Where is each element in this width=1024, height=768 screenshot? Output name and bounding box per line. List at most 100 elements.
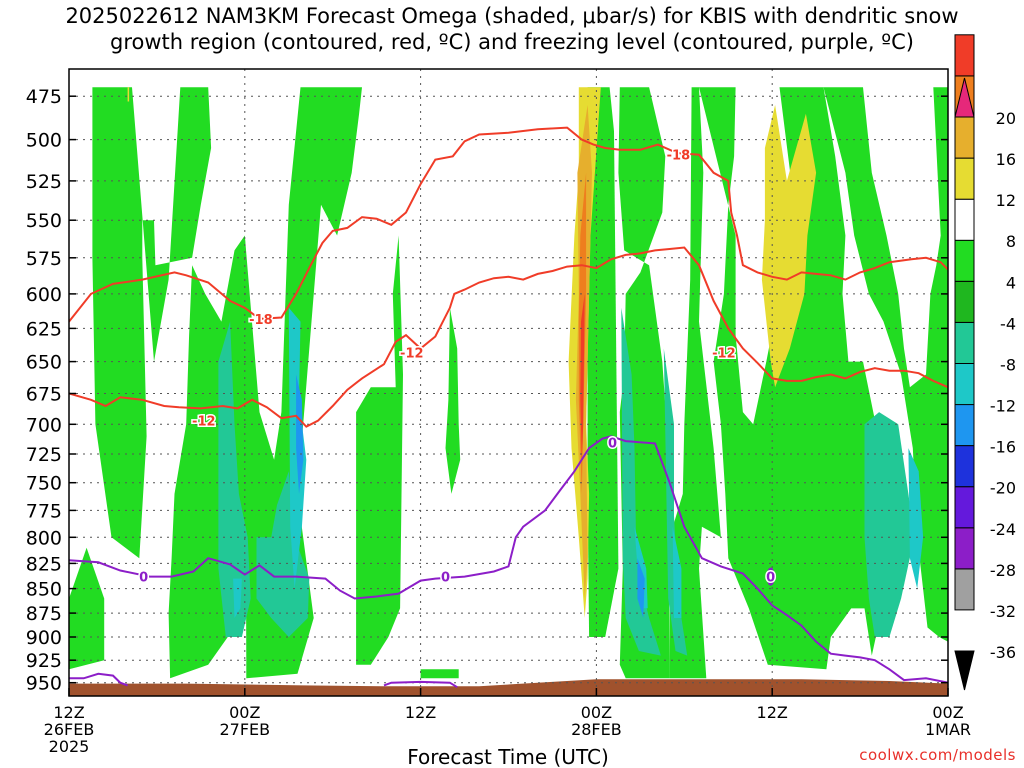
y-tick-label-825: 825 (26, 553, 62, 575)
omega-region-teal-4 (864, 412, 915, 637)
colorbar-label-3: -24 (990, 520, 1016, 539)
chart-title-line2: growth region (contoured, red, ºC) and f… (110, 30, 914, 54)
omega-region-cyan-1 (233, 578, 242, 618)
colorbar-label-1: -32 (990, 602, 1016, 621)
dgz-contour-label-4: -12 (712, 346, 736, 361)
y-tick-label-475: 475 (26, 86, 62, 108)
x-axis-label: Forecast Time (UTC) (407, 745, 609, 768)
omega-region-green-4 (356, 235, 403, 665)
freezing-level-contour-2 (383, 680, 458, 689)
colorbar-swatch-5 (954, 404, 975, 447)
omega-region-teal-0 (218, 321, 251, 637)
colorbar-swatch-8 (954, 280, 975, 323)
dgz-contour-label-2: -12 (400, 346, 424, 361)
y-tick-label-925: 925 (26, 650, 62, 672)
plot-frame (68, 68, 949, 697)
credit-text: coolwx.com/models (859, 746, 1016, 764)
y-tick-label-950: 950 (26, 673, 62, 695)
freezing-level-contour-1 (69, 672, 128, 687)
y-tick-label-775: 775 (26, 500, 62, 522)
y-tick-label-725: 725 (26, 444, 62, 466)
y-tick-label-675: 675 (26, 384, 62, 406)
colorbar-label-0: -36 (990, 643, 1016, 662)
colorbar-swatch-14 (954, 34, 975, 77)
colorbar-swatch-1 (954, 568, 975, 611)
colorbar-label-5: -16 (990, 438, 1016, 457)
omega-region-green-10 (699, 87, 893, 670)
omega-region-cyan-3 (672, 526, 682, 618)
freezing-level-label-2: 0 (608, 436, 617, 451)
dgz-contour-label-1: -12 (192, 415, 216, 430)
colorbar-swatch-4 (954, 445, 975, 488)
omega-region-green-0 (69, 547, 105, 670)
y-tick-label-800: 800 (26, 527, 62, 549)
omega-region-green-12 (819, 526, 878, 628)
chart-title-line1: 2025022612 NAM3KM Forecast Omega (shaded… (65, 4, 959, 28)
freezing-level-label-0: 0 (139, 571, 148, 586)
colorbar-swatch-11 (954, 157, 975, 200)
omega-region-green-1 (92, 87, 212, 559)
omega-region-green-7 (587, 87, 619, 637)
freezing-level-label-3: 0 (766, 571, 775, 586)
colorbar-arrow-low (954, 650, 975, 691)
x-tick-label-0-1: 26FEB (44, 720, 95, 739)
colorbar-label-12: 16 (996, 150, 1016, 169)
omega-region-yellow-1 (761, 105, 817, 388)
omega-region-teal-2 (621, 307, 661, 656)
x-tick-label-60-0: 00Z (932, 703, 963, 722)
dgz-contour-0 (69, 126, 948, 323)
colorbar-label-7: -8 (1000, 356, 1016, 375)
colorbar-label-2: -28 (990, 561, 1016, 580)
dgz-contour-label-3: -18 (667, 149, 691, 164)
x-tick-label-24-0: 12Z (405, 703, 436, 722)
x-tick-label-36-1: 28FEB (571, 720, 622, 739)
y-tick-label-575: 575 (26, 248, 62, 270)
x-tick-label-0-2: 2025 (49, 737, 90, 756)
colorbar-swatch-2 (954, 527, 975, 570)
colorbar-swatch-9 (954, 239, 975, 282)
x-tick-label-60-1: 1MAR (925, 720, 971, 739)
freezing-level-label-1: 0 (441, 571, 450, 586)
colorbar-label-11: 12 (996, 191, 1016, 210)
y-tick-label-650: 650 (26, 352, 62, 374)
colorbar-swatch-10 (954, 198, 975, 241)
y-tick-label-600: 600 (26, 284, 62, 306)
y-tick-label-625: 625 (26, 318, 62, 340)
dgz-contour-1 (69, 246, 948, 428)
colorbar-swatch-3 (954, 486, 975, 529)
colorbar-label-4: -20 (990, 479, 1016, 498)
omega-region-blue-1 (637, 558, 645, 618)
colorbar-label-6: -12 (990, 397, 1016, 416)
x-tick-label-12-1: 27FEB (219, 720, 270, 739)
y-tick-label-850: 850 (26, 579, 62, 601)
y-tick-label-500: 500 (26, 130, 62, 152)
omega-region-cyan-2 (634, 526, 648, 609)
dgz-contour-label-0: -18 (249, 313, 273, 328)
colorbar-swatch-12 (954, 116, 975, 159)
colorbar-label-9: 4 (1006, 273, 1016, 292)
omega-region-cyan-4 (908, 448, 924, 589)
omega-region-green-9 (649, 87, 721, 679)
colorbar-arrow-high (954, 77, 975, 118)
colorbar-swatch-6 (954, 363, 975, 406)
terrain-ground (69, 679, 948, 696)
colorbar-label-10: 8 (1006, 232, 1016, 251)
x-tick-label-36-0: 00Z (581, 703, 612, 722)
y-tick-label-525: 525 (26, 171, 62, 193)
colorbar-swatch-7 (954, 321, 975, 364)
freezing-level-contour-0 (69, 435, 948, 684)
omega-region-teal-3 (663, 348, 688, 656)
freezing-level-closed-contour (766, 567, 775, 586)
omega-region-blue-0 (296, 374, 304, 494)
y-tick-label-550: 550 (26, 210, 62, 232)
omega-region-red-0 (580, 293, 585, 460)
colorbar-label-13: 20 (996, 109, 1016, 128)
y-tick-label-875: 875 (26, 603, 62, 625)
colorbar-label-8: -4 (1000, 314, 1016, 333)
omega-region-green-5 (445, 307, 461, 494)
x-tick-label-48-0: 12Z (757, 703, 788, 722)
y-tick-label-750: 750 (26, 473, 62, 495)
omega-region-teal-1 (256, 471, 310, 637)
y-tick-label-900: 900 (26, 627, 62, 649)
